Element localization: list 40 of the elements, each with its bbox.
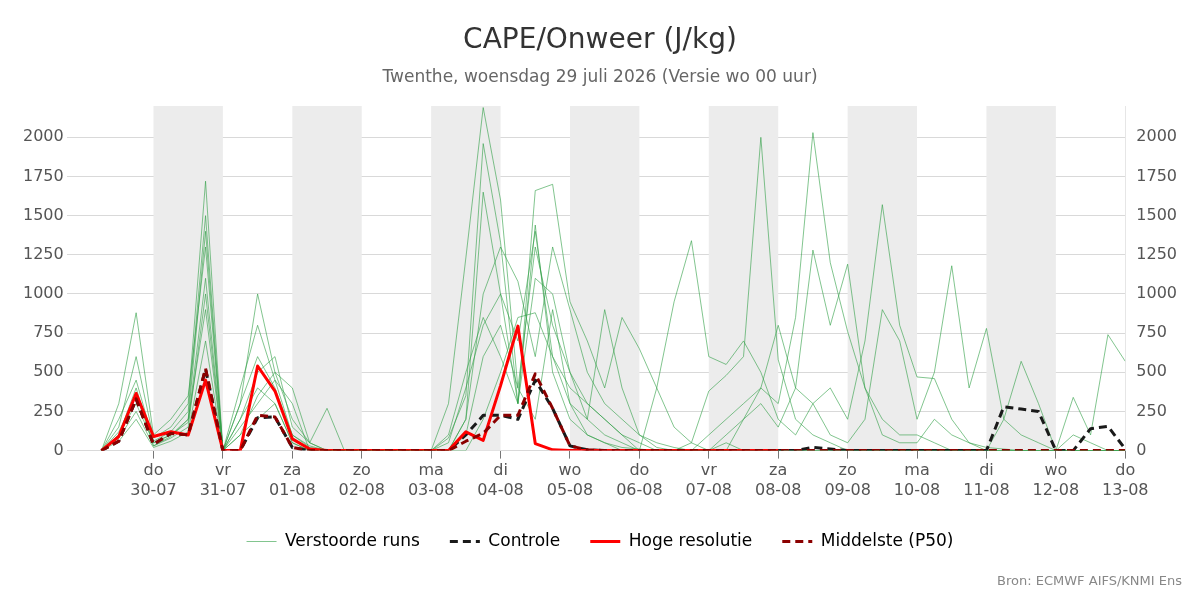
x-tick-label: do 30-07 xyxy=(130,460,177,499)
y2-tick-label: 1250 xyxy=(1136,243,1177,263)
x-tick-label: ma 03-08 xyxy=(407,460,455,499)
legend-label: Verstoorde runs xyxy=(285,529,420,550)
x-tick-label: za 08-08 xyxy=(754,460,802,499)
y-tick-label: 1750 xyxy=(23,165,64,185)
x-tick-label: vr 07-08 xyxy=(685,460,733,499)
y-tick-label: 1500 xyxy=(23,204,64,224)
x-tick-label: do 06-08 xyxy=(616,460,663,499)
y2-tick-label: 1750 xyxy=(1136,165,1177,185)
legend-label: Controle xyxy=(488,529,561,550)
x-tick-label: zo 02-08 xyxy=(338,460,385,499)
y2-tick-label: 750 xyxy=(1136,322,1167,342)
chart-title: CAPE/Onweer (J/kg) xyxy=(463,22,737,56)
x-tick-label: di 04-08 xyxy=(477,460,524,499)
y-tick-label: 1250 xyxy=(23,243,64,263)
y2-tick-label: 1000 xyxy=(1136,283,1177,303)
x-tick-label: di 11-08 xyxy=(963,460,1010,499)
y-tick-label: 0 xyxy=(53,439,64,459)
x-tick-label: za 01-08 xyxy=(269,460,316,499)
y2-tick-label: 250 xyxy=(1136,400,1167,420)
chart-subtitle: Twenthe, woensdag 29 juli 2026 (Versie wo 00 uur) xyxy=(381,66,818,87)
y2-tick-label: 0 xyxy=(1136,439,1147,459)
y-tick-label: 500 xyxy=(33,361,64,381)
x-tick-label: ma 10-08 xyxy=(893,460,941,499)
legend-label: Hoge resolutie xyxy=(628,529,753,550)
x-tick-label: wo 05-08 xyxy=(546,460,594,499)
y2-tick-label: 1500 xyxy=(1136,204,1177,224)
y2-tick-label: 2000 xyxy=(1136,126,1177,146)
y-tick-label: 1000 xyxy=(23,283,64,303)
y-tick-label: 750 xyxy=(33,322,64,342)
x-tick-label: wo 12-08 xyxy=(1032,460,1080,499)
x-tick-label: vr 31-07 xyxy=(199,460,247,499)
text: Bron: ECMWF AIFS/KNMI Ens xyxy=(997,573,1182,588)
y-tick-label: 2000 xyxy=(23,126,64,146)
x-tick-label: do 13-08 xyxy=(1102,460,1149,499)
x-tick-label: zo 09-08 xyxy=(824,460,871,499)
y-tick-label: 250 xyxy=(33,400,64,420)
legend-label: Middelste (P50) xyxy=(820,529,954,550)
y2-tick-label: 500 xyxy=(1136,361,1167,381)
